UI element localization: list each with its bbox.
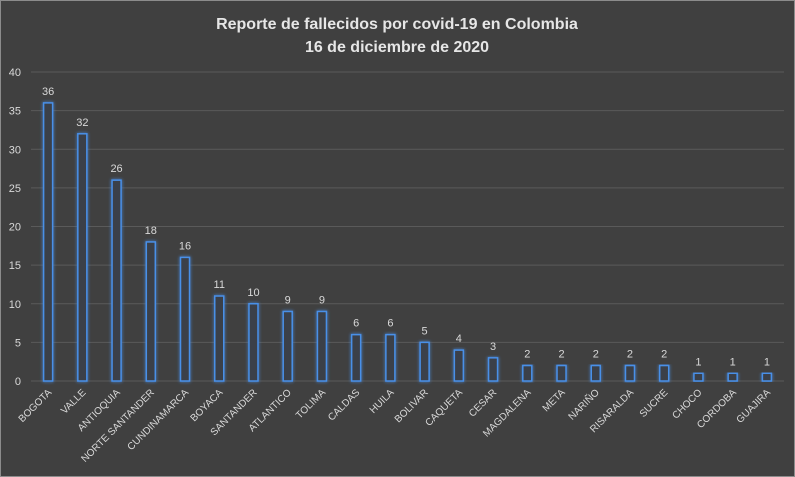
bar [453, 349, 465, 382]
data-label: 2 [558, 349, 564, 361]
data-label: 1 [730, 356, 736, 368]
x-tick-label: CESAR [467, 387, 499, 419]
bar [727, 372, 738, 382]
y-tick-label: 20 [9, 222, 21, 234]
y-tick-label: 25 [9, 183, 21, 195]
bar [658, 364, 670, 382]
bar [761, 372, 773, 382]
bar [624, 364, 636, 382]
x-tick-label: NARIÑO [565, 386, 602, 423]
chart-title: Reporte de fallecidos por covid-19 en Co… [216, 16, 578, 33]
bar [214, 295, 225, 382]
y-tick-label: 30 [9, 144, 21, 156]
y-tick-label: 5 [15, 337, 21, 349]
data-label: 32 [76, 117, 88, 129]
bars [42, 102, 773, 382]
y-tick-label: 35 [9, 106, 21, 118]
y-tick-label: 15 [9, 260, 21, 272]
data-label: 2 [593, 349, 599, 361]
bar [179, 256, 191, 382]
data-label: 36 [42, 86, 54, 98]
x-tick-label: GUAJIRA [735, 387, 774, 426]
data-label: 2 [627, 349, 633, 361]
bar [248, 303, 259, 382]
bar [522, 364, 533, 382]
bar [385, 333, 396, 382]
y-tick-label: 10 [9, 299, 21, 311]
x-tick-label: VALLE [59, 387, 89, 417]
data-label: 16 [179, 240, 191, 252]
bar [487, 357, 499, 382]
x-tick-label: CALDAS [326, 387, 362, 423]
bar [419, 341, 430, 382]
y-axis-tick-labels: 0 5 10 15 20 25 30 35 40 [9, 67, 21, 388]
data-label: 18 [145, 225, 157, 237]
data-label: 1 [695, 356, 701, 368]
data-label: 2 [524, 349, 530, 361]
data-label: 3 [490, 341, 496, 353]
bar [145, 241, 157, 382]
bar [77, 133, 88, 382]
data-label: 9 [285, 294, 291, 306]
bar [590, 364, 601, 382]
data-label: 26 [110, 163, 122, 175]
y-tick-label: 40 [9, 67, 21, 79]
x-tick-label: HUILA [368, 387, 397, 416]
data-label: 5 [422, 325, 428, 337]
data-label: 10 [247, 287, 259, 299]
gridlines [31, 71, 784, 382]
chart-subtitle: 16 de diciembre de 2020 [305, 39, 489, 56]
bar [316, 310, 328, 382]
data-label: 6 [353, 318, 359, 330]
bar [42, 102, 54, 382]
x-tick-label: CUNDINAMARCA [126, 387, 192, 453]
data-label: 11 [214, 279, 225, 291]
bar [282, 310, 293, 382]
bar [350, 333, 362, 382]
y-tick-label: 0 [15, 376, 21, 388]
x-tick-label: CAQUETA [424, 387, 466, 429]
data-label: 9 [319, 294, 325, 306]
bar [693, 372, 704, 382]
x-tick-label: BOGOTA [17, 387, 55, 425]
data-label: 1 [764, 356, 770, 368]
x-tick-label: META [541, 387, 568, 414]
data-label: 6 [387, 318, 393, 330]
data-label: 4 [456, 333, 462, 345]
x-tick-label: SUCRE [638, 387, 671, 420]
bar [111, 179, 122, 382]
bar [556, 364, 567, 382]
x-tick-label: CHOCO [670, 387, 704, 421]
x-tick-label: TOLIMA [294, 387, 328, 421]
data-label: 2 [661, 349, 667, 361]
